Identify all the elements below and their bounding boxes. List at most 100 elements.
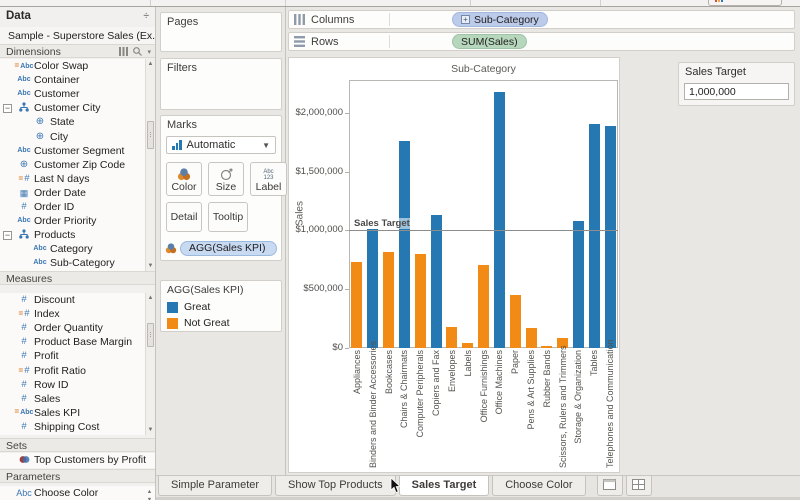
measure-item[interactable]: # Sales [0,392,145,406]
sheet-tab[interactable]: Simple Parameter [158,476,273,496]
dimension-item[interactable]: =Abc Color Swap [0,59,145,73]
x-axis-label: Pens & Art Supplies [526,350,536,430]
bar-Binders and Binder Accessories[interactable] [367,228,379,348]
measure-item[interactable]: # Order Quantity [0,321,145,335]
legend-item[interactable]: Great [161,299,281,315]
sheet-tab[interactable]: Choose Color [492,476,586,496]
measure-item[interactable]: =# Profit Ratio [0,363,145,377]
columns-shelf[interactable]: Columns + Sub-Category [288,10,795,29]
tooltip-button[interactable]: Tooltip [208,202,248,232]
scroll-up-icon[interactable]: ▲ [147,61,154,67]
legend-item[interactable]: Not Great [161,315,281,331]
dimension-item[interactable]: ▦ Order Date [0,186,145,200]
measure-item[interactable]: # Discount [0,293,145,307]
show-me-button[interactable]: Show Me [708,0,782,6]
rows-pill[interactable]: SUM(Sales) [452,34,527,49]
bar-Telephones and Communication[interactable] [604,125,616,348]
dimensions-scrollbar[interactable]: ▲ ▼ [145,59,155,271]
bar-Bookcases[interactable] [383,251,395,348]
mark-type-dropdown[interactable]: Automatic ▼ [166,136,276,154]
scroll-up-icon[interactable]: ▲ [147,295,154,301]
bar-Office Machines[interactable] [493,92,505,348]
data-pane-title: Data [6,10,31,22]
search-icon[interactable] [133,47,143,56]
dimension-item[interactable]: =# Last N days [0,172,145,186]
measure-item[interactable]: # Shipping Cost [0,420,145,434]
measures-scrollbar[interactable]: ▲ ▼ [145,293,155,435]
sort-menu-icon[interactable]: ▾ [147,48,151,56]
y-axis-tick [345,230,349,232]
dimension-item[interactable]: ⊕ Customer Zip Code [0,158,145,172]
dimension-item[interactable]: − Customer City [0,101,145,115]
dimension-item[interactable]: Abc Category [0,242,145,256]
sheet-tab[interactable]: Sales Target [398,476,490,496]
scroll-down-icon[interactable]: ▼ [147,427,154,433]
bar-Copiers and Fax[interactable] [430,215,442,348]
dimension-item[interactable]: Abc Container [0,73,145,87]
bar-Envelopes[interactable] [446,327,458,348]
expand-hierarchy-icon[interactable]: + [461,15,470,24]
bar-Tables[interactable] [588,124,600,348]
size-button[interactable]: Size [208,162,244,196]
label-button[interactable]: Abc 123 Label [250,162,287,196]
bar-Chairs & Chairmats[interactable] [398,140,410,348]
shelf-divider [389,35,390,48]
collapse-icon[interactable]: − [3,229,12,240]
columns-pill[interactable]: + Sub-Category [452,12,548,27]
scrollbar-thumb[interactable] [147,121,154,149]
detail-button[interactable]: Detail [166,202,202,232]
rows-shelf[interactable]: Rows SUM(Sales) [288,32,795,51]
bar-Scissors, Rulers and Trimmers[interactable] [557,337,569,348]
dimension-item[interactable]: Abc Sub-Category [0,256,145,270]
dimension-item[interactable]: ⊕ City [0,129,145,143]
new-dashboard-tab[interactable] [625,476,652,496]
set-item[interactable]: Top Customers by Profit [0,453,155,467]
x-axis-label: Telephones and Communication [605,339,616,468]
datasource-item[interactable]: Sample - Superstore Sales (Ex... [0,27,155,44]
x-axis-label: Chairs & Chairmats [399,350,410,429]
calculated-number-field-icon: =# [18,364,30,376]
legend-swatch [167,317,178,329]
dimension-item[interactable]: − Products [0,228,145,242]
collapse-icon[interactable]: − [3,102,12,113]
reference-line[interactable] [349,230,618,232]
new-worksheet-tab[interactable] [596,476,623,496]
field-label: Discount [34,294,75,307]
dimension-item[interactable]: # Order ID [0,200,145,214]
dimension-item[interactable]: Abc Customer [0,87,145,101]
status-bar [156,497,800,500]
filters-label: Filters [167,62,197,74]
bar-Office Furnishings[interactable] [478,264,489,348]
bar-Appliances[interactable] [351,261,363,348]
view-data-icon[interactable] [119,47,129,56]
scrollbar-thumb[interactable] [147,323,154,347]
dimension-item[interactable]: Abc Customer Segment [0,144,145,158]
bar-Labels[interactable] [462,343,474,348]
measure-item[interactable]: # Profit [0,349,145,363]
parameter-input[interactable] [684,83,789,100]
data-pane-menu-icon[interactable]: ÷ [143,11,150,22]
field-label: Order Priority [34,215,97,228]
dimension-item[interactable]: Abc Order Priority [0,214,145,228]
bar-Pens & Art Supplies[interactable] [525,327,537,348]
measure-item[interactable]: # Product Base Margin [0,335,145,349]
scroll-down-icon[interactable]: ▼ [147,263,154,269]
bar-Storage & Organization[interactable] [572,221,584,348]
worksheet-view[interactable]: Sub-Category Sales $0 $500,000 $1,000,000 $… [288,57,620,473]
show-me-label: Show Me [727,0,773,3]
measure-item[interactable]: =Abc Sales KPI [0,406,145,420]
measure-item[interactable]: =# Index [0,307,145,321]
marks-field-pill[interactable]: AGG(Sales KPI) [180,240,277,256]
parameter-item[interactable]: Abc Choose Color [0,486,155,500]
measure-item[interactable]: # Row ID [0,378,145,392]
filters-shelf[interactable]: Filters [160,58,282,110]
parameters-spinner[interactable]: ▲ ▼ [146,489,153,500]
color-button[interactable]: Color [166,162,202,196]
x-axis-label: Paper [510,350,521,375]
bar-Paper[interactable] [509,295,521,348]
bar-Computer Peripherals[interactable] [414,254,426,348]
dimension-item[interactable]: ⊕ State [0,115,145,129]
pages-shelf[interactable]: Pages [160,12,282,52]
sheet-tab[interactable]: Show Top Products [275,476,396,496]
bar-Rubber Bands[interactable] [541,346,553,348]
